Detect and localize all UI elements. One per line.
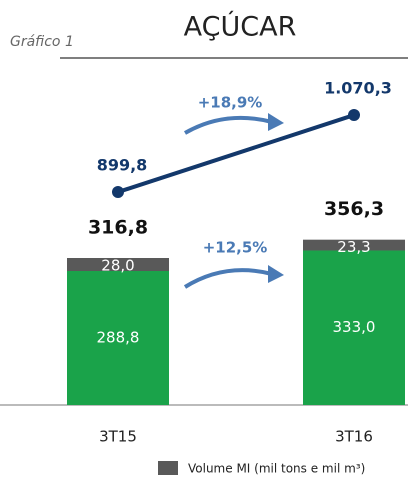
bar-segment	[303, 250, 405, 405]
chart-title: AÇÚCAR	[184, 11, 297, 43]
arrow-head	[268, 265, 284, 283]
line-label: 1.070,3	[324, 79, 392, 98]
chart-subtitle: Gráfico 1	[10, 34, 74, 50]
bar-segment	[67, 270, 169, 405]
legend-label: Volume MI (mil tons e mil m³)	[188, 462, 365, 476]
bar-segment	[303, 239, 405, 251]
line-label: 899,8	[97, 156, 148, 175]
annotation: +12,5%	[203, 239, 268, 257]
x-tick-label: 3T15	[99, 428, 137, 446]
line-point	[348, 109, 360, 122]
arrow	[184, 115, 273, 135]
line-point	[112, 186, 124, 199]
arrow-head	[268, 113, 284, 131]
value-label: 28,0	[101, 257, 134, 275]
bar-segment	[67, 258, 169, 271]
annotation: +18,9%	[198, 94, 263, 112]
value-label: 333,0	[333, 318, 376, 336]
legend-swatch	[158, 461, 178, 475]
arrow	[183, 268, 273, 289]
value-label: 23,3	[337, 238, 370, 256]
value-label: 288,8	[97, 328, 140, 346]
x-tick-label: 3T16	[335, 428, 373, 446]
line	[117, 113, 355, 194]
total-label: 316,8	[88, 217, 148, 239]
total-label: 356,3	[324, 198, 384, 220]
